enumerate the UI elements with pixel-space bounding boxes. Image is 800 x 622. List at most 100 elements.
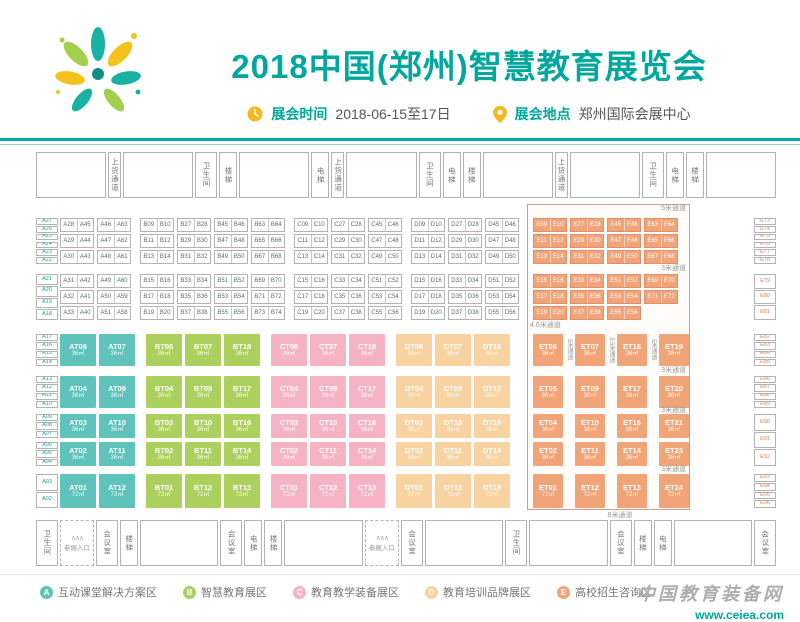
booth-A24: A24 (36, 241, 58, 249)
booth-size: 36㎡ (446, 351, 460, 358)
booth-E80: E80 (754, 289, 776, 305)
booth-size: 72㎡ (667, 492, 681, 499)
booth-number: E72 (660, 291, 678, 303)
legend-item-D: D 教育培训品牌展区 (425, 584, 531, 600)
aisle-label: 3米通道 (661, 407, 686, 414)
booth-number: E64 (660, 219, 678, 231)
booth-number: C36 (347, 291, 365, 303)
booth-number: A62 (113, 235, 131, 247)
booth-B55-B56: B55 B56 (214, 306, 248, 320)
time-value: 2018-06-15至17日 (335, 106, 451, 122)
booth-size: 36㎡ (667, 351, 681, 358)
booth-size: 36㎡ (235, 393, 249, 400)
facility-elevator: 电梯 (244, 520, 263, 566)
booth-E74: E74 (754, 225, 776, 233)
facility-label: 楼梯 (124, 534, 134, 552)
booth-number: D46 (501, 219, 519, 231)
booth-number: B13 (143, 254, 155, 260)
booth-id: BT17 (232, 384, 252, 394)
booth-number: B38 (193, 307, 211, 319)
booth-size: 72㎡ (110, 492, 124, 499)
facility-elevator: 电梯 (665, 152, 684, 198)
facility-stairs: 楼梯 (685, 152, 704, 198)
booth-id: BT14 (232, 446, 252, 456)
booth-id: AT03 (69, 418, 87, 428)
booth-size: 36㎡ (583, 427, 597, 434)
booth-id: DT04 (404, 384, 424, 394)
booth-C47-C48: C47 C48 (368, 234, 402, 248)
booth-number: E51 (610, 278, 622, 284)
booth-CT03: CT03 36㎡ (271, 414, 307, 438)
booth-D11-D12: D11 D12 (411, 234, 445, 248)
booth-B65-B66: B65 B66 (251, 234, 285, 248)
booth-number: E28 (586, 219, 604, 231)
facility-label: 会议室 (227, 530, 237, 556)
booth-number: B17 (143, 294, 155, 300)
booth-number: B65 (254, 238, 266, 244)
booth-A49-A60: A49 A60 (97, 274, 131, 288)
booth-size: 36㎡ (485, 393, 499, 400)
booth-B27-B28: B27 B28 (177, 218, 211, 232)
booth-D37-D38: D37 D38 (448, 306, 482, 320)
booth-size: 36㎡ (625, 427, 639, 434)
booth-size: 36㎡ (446, 393, 460, 400)
booth-E95: E95 (754, 491, 776, 500)
booth-size: 36㎡ (360, 455, 374, 462)
booth-size: 36㎡ (360, 351, 374, 358)
booth-B71-B72: B71 B72 (251, 290, 285, 304)
booth-A06: A06 (36, 442, 58, 450)
booth-BT04: BT04 36㎡ (146, 376, 182, 408)
booth-A27: A27 (36, 218, 58, 225)
facility-block (36, 152, 107, 198)
booth-number: D32 (464, 251, 482, 263)
booth-A23: A23 (36, 249, 58, 257)
booth-number: A50 (100, 294, 112, 300)
booth-CT18: CT18 36㎡ (349, 334, 385, 366)
aisle-label: 8米通道 (607, 512, 633, 519)
booth-number: D28 (464, 219, 482, 231)
booth-A19: A19 (36, 297, 58, 309)
booth-ET17: ET17 36㎡ (617, 376, 647, 408)
facility-stairs: 楼梯 (633, 520, 652, 566)
booth-number: E33 (573, 278, 585, 284)
booth-E69-E70: E69 E70 (644, 274, 678, 288)
facility-label: 卫生间 (648, 162, 658, 188)
booth-C29-C30: C29 C30 (331, 234, 365, 248)
booth-number: C11 (297, 238, 309, 244)
facility-label: 楼梯 (224, 166, 234, 184)
booth-D47-D48: D47 D48 (485, 234, 519, 248)
booth-size: 36㎡ (625, 393, 639, 400)
booth-B11-B12: B11 B12 (140, 234, 174, 248)
booth-id: ET21 (665, 418, 683, 428)
booth-size: 36㎡ (196, 393, 210, 400)
booth-size: 36㎡ (485, 427, 499, 434)
booth-number: B48 (230, 235, 248, 247)
booth-number: A32 (63, 294, 75, 300)
booth-number: E36 (586, 291, 604, 303)
booth-size: 36㎡ (235, 351, 249, 358)
booth-A08: A08 (36, 422, 58, 430)
booth-ET24: ET24 72㎡ (659, 474, 689, 508)
booth-number: A63 (113, 219, 131, 231)
booth-ET23: ET23 36㎡ (659, 442, 689, 466)
booth-E78: E78 (754, 257, 776, 264)
booth-number: B28 (193, 219, 211, 231)
booth-DT04: DT04 36㎡ (396, 376, 432, 408)
booth-number: A29 (63, 238, 75, 244)
booth-C19-C20: C19 C20 (294, 306, 328, 320)
booth-number: A58 (113, 307, 131, 319)
booth-E96: E96 (754, 500, 776, 508)
header-divider-thin (0, 144, 800, 145)
booth-id: AT11 (108, 446, 126, 456)
booth-id: ET05 (539, 384, 557, 394)
location-value: 郑州国际会展中心 (578, 106, 691, 122)
booth-number: E56 (623, 307, 641, 319)
facility-label: 电梯 (447, 166, 457, 184)
booth-BT16: BT16 36㎡ (224, 414, 260, 438)
booth-id: ET02 (539, 446, 557, 456)
booth-A12: A12 (36, 384, 58, 392)
booth-E85: E85 (754, 358, 776, 366)
booth-id: ET18 (623, 342, 641, 352)
booth-number: D12 (427, 235, 445, 247)
booth-id: CT13 (357, 483, 377, 493)
